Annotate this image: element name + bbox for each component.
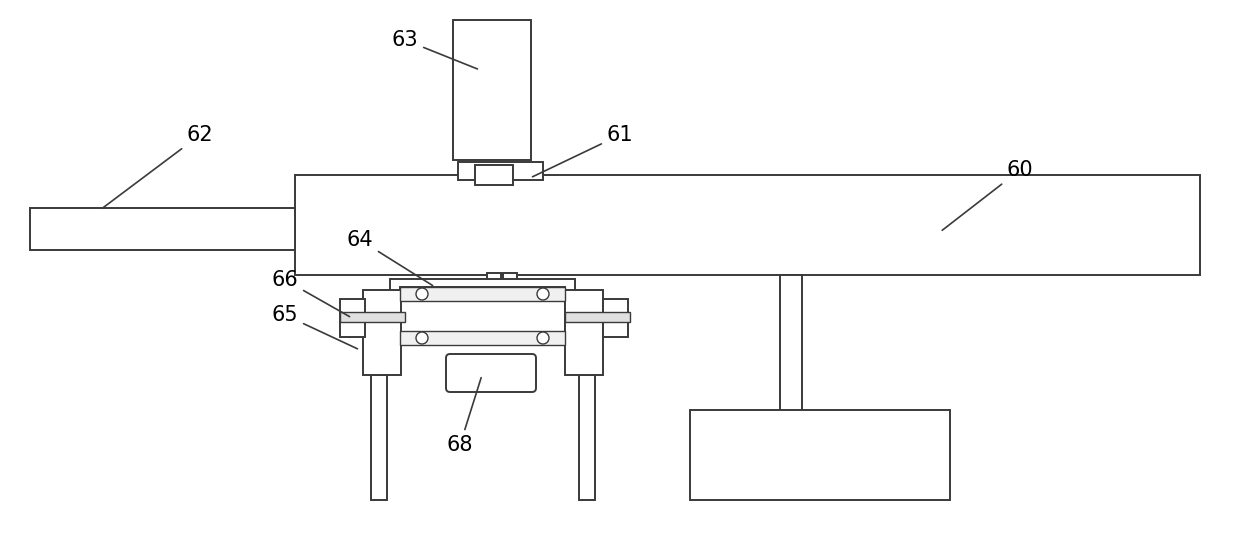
Circle shape — [537, 288, 549, 300]
Bar — [603, 299, 627, 337]
Circle shape — [415, 288, 428, 300]
Bar — [391, 279, 575, 295]
Bar — [30, 208, 295, 250]
Text: 60: 60 — [942, 160, 1033, 230]
Bar — [371, 375, 387, 500]
Bar — [565, 290, 603, 375]
Bar — [401, 287, 565, 301]
Bar — [503, 273, 517, 295]
Circle shape — [537, 332, 549, 344]
Bar — [458, 162, 543, 180]
Bar — [579, 375, 595, 500]
Text: 66: 66 — [272, 270, 350, 317]
Bar — [295, 175, 1200, 275]
Bar — [340, 312, 405, 322]
Bar — [780, 275, 802, 490]
Bar — [401, 287, 565, 345]
Text: 62: 62 — [102, 125, 213, 208]
Bar — [453, 20, 531, 160]
Bar — [363, 290, 401, 375]
Bar — [487, 273, 501, 295]
Bar — [401, 331, 565, 345]
Text: 63: 63 — [392, 30, 477, 69]
Bar — [565, 312, 630, 322]
Text: 65: 65 — [272, 305, 357, 349]
Text: 61: 61 — [532, 125, 634, 177]
Bar — [340, 299, 365, 337]
Text: 68: 68 — [446, 378, 481, 455]
Bar — [475, 165, 513, 185]
Bar — [689, 410, 950, 500]
FancyBboxPatch shape — [446, 354, 536, 392]
Text: 64: 64 — [347, 230, 433, 285]
Circle shape — [415, 332, 428, 344]
